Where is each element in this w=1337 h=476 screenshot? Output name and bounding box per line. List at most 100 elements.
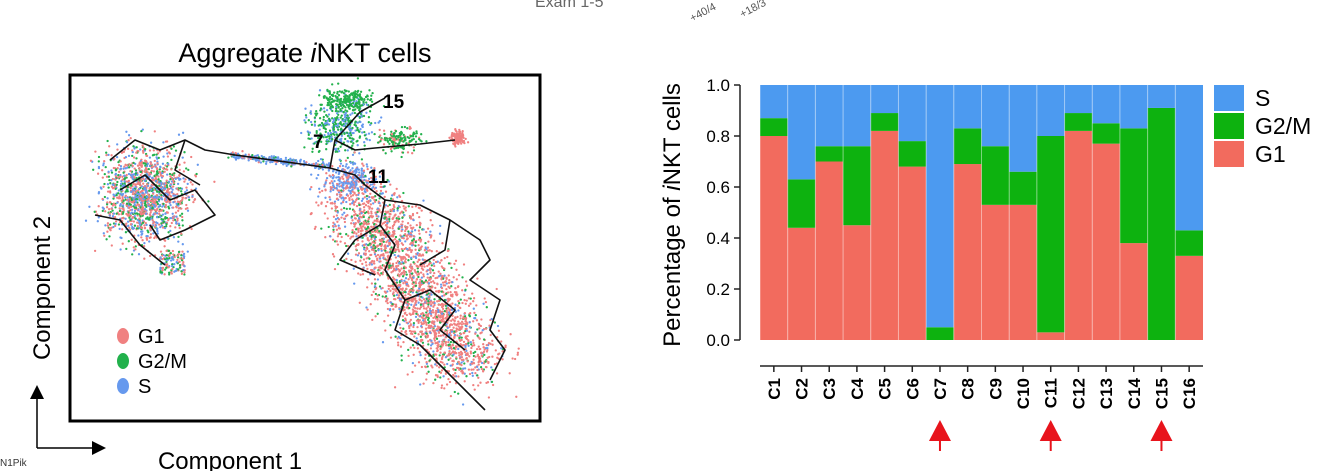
bar-segment-g1 [843, 225, 871, 340]
bar-y-axis-label: Percentage of iNKT cells [659, 83, 686, 347]
bar-y-axis: 0.0 0.2 0.4 0.6 0.8 1.0 [706, 76, 740, 350]
bar-segment-s [871, 85, 899, 113]
bar-x-axis: C1 C2 C3 C4 C5 C6 C7 C8 C9 C10 C11 C12 C13 C14 C15 C16 [760, 366, 1203, 409]
bar-segment-s [954, 85, 982, 128]
y-tick-label: 1.0 [706, 76, 730, 95]
bar-segment-g2m [843, 146, 871, 225]
bar-segment-g1 [1009, 205, 1037, 340]
x-tick-label: C14 [1125, 377, 1144, 409]
x-tick-label: C6 [903, 378, 922, 400]
legend-s-dot [117, 378, 129, 394]
bar-segment-g1 [1037, 332, 1065, 340]
x-tick-label: C12 [1069, 378, 1088, 409]
legend-g2m-dot [117, 353, 129, 369]
x-tick-label: C4 [848, 377, 867, 399]
red-arrow-icon [1150, 420, 1172, 451]
bar-segment-g2m [1120, 128, 1148, 243]
stacked-bar-panel: Percentage of iNKT cells 0.0 0.2 0.4 0.6 0.8… [640, 0, 1337, 471]
legend-g2m-label: G2/M [138, 351, 187, 373]
bar-segment-g1 [1065, 131, 1093, 340]
umap-plot: Aggregate iNKT cells 15 7 11 G1 G2/M S C… [0, 0, 620, 471]
x-tick-label: C15 [1152, 378, 1171, 409]
bar-segment-s [815, 85, 843, 146]
umap-legend: G1 G2/M S [117, 326, 187, 398]
arrow-right-icon [92, 441, 106, 455]
bar-segment-s [982, 85, 1010, 146]
bar-segment-g2m [1065, 113, 1093, 131]
legend-label: G2/M [1255, 113, 1311, 139]
x-tick-label: C8 [959, 378, 978, 400]
bar-segment-g2m [1175, 230, 1203, 256]
umap-title: Aggregate iNKT cells [178, 38, 431, 68]
bar-segment-s [843, 85, 871, 146]
bar-segment-g1 [788, 228, 816, 340]
bar-segment-g1 [1175, 256, 1203, 340]
bar-segment-s [898, 85, 926, 141]
x-tick-label: C9 [986, 378, 1005, 400]
bar-segment-g1 [760, 136, 788, 340]
bar-series [760, 85, 1203, 340]
x-tick-label: C7 [931, 378, 950, 400]
bar-segment-s [1120, 85, 1148, 128]
bar-segment-g2m [1009, 172, 1037, 205]
bar-segment-s [1009, 85, 1037, 172]
bar-segment-g1 [1120, 243, 1148, 340]
node-label-7: 7 [313, 132, 324, 153]
legend-swatch [1214, 141, 1244, 167]
bar-segment-s [1065, 85, 1093, 113]
bar-segment-s [760, 85, 788, 118]
x-tick-label: C1 [765, 378, 784, 400]
bar-segment-g1 [898, 167, 926, 340]
bar-segment-g2m [871, 113, 899, 131]
highlight-arrows [929, 420, 1173, 451]
y-tick-label: 0.6 [706, 178, 730, 197]
bar-segment-g2m [788, 179, 816, 227]
legend-g1-label: G1 [138, 326, 165, 348]
umap-panel: Aggregate iNKT cells 15 7 11 G1 G2/M S C… [0, 0, 620, 471]
legend-g1-dot [117, 328, 129, 344]
y-tick-label: 0.0 [706, 331, 730, 350]
x-tick-label: C10 [1014, 378, 1033, 409]
bar-legend: SG2/MG1 [1214, 85, 1311, 167]
node-label-11: 11 [368, 167, 389, 188]
x-tick-label: C3 [820, 378, 839, 400]
y-tick-label: 0.4 [706, 229, 730, 248]
red-arrow-icon [929, 420, 951, 451]
y-axis-label: Component 2 [29, 216, 56, 360]
x-tick-label: C11 [1042, 378, 1061, 408]
arrow-up-icon [30, 385, 44, 399]
bar-segment-g2m [982, 146, 1010, 205]
bar-segment-s [1092, 85, 1120, 123]
x-axis-label: Component 1 [158, 448, 302, 471]
x-tick-label: C16 [1180, 378, 1199, 409]
y-tick-label: 0.8 [706, 127, 730, 146]
bar-segment-g2m [954, 128, 982, 164]
legend-swatch [1214, 113, 1244, 139]
y-tick-label: 0.2 [706, 280, 730, 299]
legend-label: G1 [1255, 141, 1286, 167]
bar-segment-g2m [926, 327, 954, 340]
bar-segment-g1 [1092, 144, 1120, 340]
bar-segment-g1 [871, 131, 899, 340]
red-arrow-icon [1040, 420, 1062, 451]
bar-segment-s [1148, 85, 1176, 108]
bar-segment-g2m [1037, 136, 1065, 332]
bar-segment-s [1037, 85, 1065, 136]
bar-segment-g1 [954, 164, 982, 340]
bar-segment-g2m [1092, 123, 1120, 143]
bar-segment-g2m [1148, 108, 1176, 340]
x-tick-label: C13 [1097, 378, 1116, 409]
legend-label: S [1255, 85, 1270, 111]
node-label-15: 15 [383, 92, 405, 113]
x-tick-label: C5 [876, 378, 895, 400]
bar-segment-g1 [982, 205, 1010, 340]
bar-segment-g2m [898, 141, 926, 167]
legend-s-label: S [138, 376, 151, 398]
stacked-bar-chart: Percentage of iNKT cells 0.0 0.2 0.4 0.6 0.8… [640, 0, 1337, 471]
bar-segment-s [926, 85, 954, 327]
bar-segment-g1 [815, 162, 843, 341]
bar-segment-s [788, 85, 816, 179]
x-tick-label: C2 [793, 378, 812, 400]
bar-segment-g2m [760, 118, 788, 136]
bar-segment-g2m [815, 146, 843, 161]
